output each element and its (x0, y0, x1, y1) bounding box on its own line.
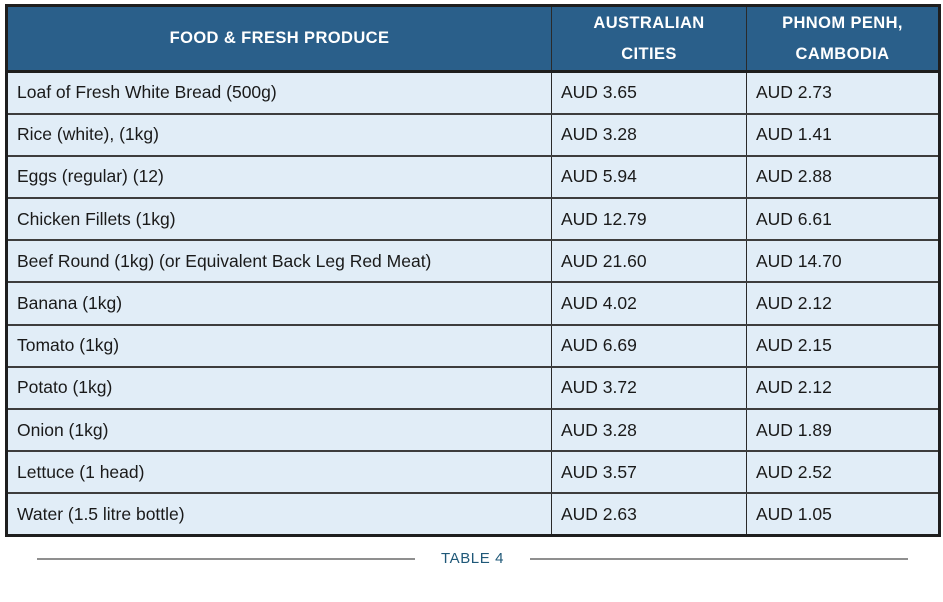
australian-cities-price-cell: AUD 3.28 (551, 407, 747, 453)
item-cell: Potato (1kg) (6, 365, 552, 411)
item-cell: Lettuce (1 head) (6, 450, 552, 495)
australian-cities-price-cell: AUD 3.72 (551, 365, 747, 411)
table-row: Tomato (1kg) AUD 6.69 AUD 2.15 (6, 323, 940, 368)
table-row: Lettuce (1 head) AUD 3.57 AUD 2.52 (6, 450, 940, 495)
table-row: Eggs (regular) (12) AUD 5.94 AUD 2.88 (6, 154, 940, 200)
phnom-penh-price-cell: AUD 1.89 (746, 407, 940, 453)
phnom-penh-price-cell: AUD 1.05 (746, 492, 940, 537)
phnom-penh-price-cell: AUD 2.52 (746, 450, 940, 495)
table-body: Loaf of Fresh White Bread (500g) AUD 3.65… (6, 70, 940, 537)
australian-cities-price-cell: AUD 2.63 (551, 492, 747, 537)
food-price-comparison-table: FOOD & FRESH PRODUCE AUSTRALIAN CITIES P… (5, 4, 941, 538)
item-cell: Chicken Fillets (1kg) (6, 197, 552, 242)
item-cell: Rice (white), (1kg) (6, 112, 552, 157)
item-cell: Beef Round (1kg) (or Equivalent Back Leg… (6, 239, 552, 284)
table-row: Rice (white), (1kg) AUD 3.28 AUD 1.41 (6, 112, 940, 157)
item-cell: Eggs (regular) (12) (6, 154, 552, 200)
column-header-phnom-penh-cambodia: PHNOM PENH, CAMBODIA (746, 5, 940, 73)
table-row: Onion (1kg) AUD 3.28 AUD 1.89 (6, 407, 940, 453)
phnom-penh-price-cell: AUD 2.12 (746, 281, 940, 326)
item-cell: Loaf of Fresh White Bread (500g) (6, 70, 552, 115)
table-row: Potato (1kg) AUD 3.72 AUD 2.12 (6, 365, 940, 411)
phnom-penh-price-cell: AUD 2.88 (746, 154, 940, 200)
column-header-food-fresh-produce: FOOD & FRESH PRODUCE (6, 5, 552, 73)
phnom-penh-price-cell: AUD 6.61 (746, 197, 940, 242)
table-caption-label: TABLE 4 (440, 550, 505, 568)
australian-cities-price-cell: AUD 3.57 (551, 450, 747, 495)
table-caption: TABLE 4 (37, 550, 908, 567)
australian-cities-price-cell: AUD 3.65 (551, 70, 747, 115)
australian-cities-price-cell: AUD 21.60 (551, 239, 747, 284)
item-cell: Water (1.5 litre bottle) (6, 492, 552, 537)
column-header-australian-cities: AUSTRALIAN CITIES (551, 5, 747, 73)
phnom-penh-price-cell: AUD 2.15 (746, 323, 940, 368)
table-row: Banana (1kg) AUD 4.02 AUD 2.12 (6, 281, 940, 326)
caption-divider-line-left (37, 557, 415, 560)
phnom-penh-price-cell: AUD 1.41 (746, 112, 940, 157)
phnom-penh-price-cell: AUD 2.12 (746, 365, 940, 411)
phnom-penh-price-cell: AUD 2.73 (746, 70, 940, 115)
item-cell: Tomato (1kg) (6, 323, 552, 368)
australian-cities-price-cell: AUD 12.79 (551, 197, 747, 242)
item-cell: Banana (1kg) (6, 281, 552, 326)
table-row: Beef Round (1kg) (or Equivalent Back Leg… (6, 239, 940, 284)
table-row: Chicken Fillets (1kg) AUD 12.79 AUD 6.61 (6, 197, 940, 242)
australian-cities-price-cell: AUD 4.02 (551, 281, 747, 326)
australian-cities-price-cell: AUD 5.94 (551, 154, 747, 200)
table-row: Water (1.5 litre bottle) AUD 2.63 AUD 1.05 (6, 492, 940, 537)
header-row: FOOD & FRESH PRODUCE AUSTRALIAN CITIES P… (6, 5, 940, 73)
australian-cities-price-cell: AUD 3.28 (551, 112, 747, 157)
table-header: FOOD & FRESH PRODUCE AUSTRALIAN CITIES P… (6, 5, 940, 73)
caption-divider-line-right (530, 557, 908, 560)
item-cell: Onion (1kg) (6, 407, 552, 453)
table-row: Loaf of Fresh White Bread (500g) AUD 3.65… (6, 70, 940, 115)
phnom-penh-price-cell: AUD 14.70 (746, 239, 940, 284)
australian-cities-price-cell: AUD 6.69 (551, 323, 747, 368)
